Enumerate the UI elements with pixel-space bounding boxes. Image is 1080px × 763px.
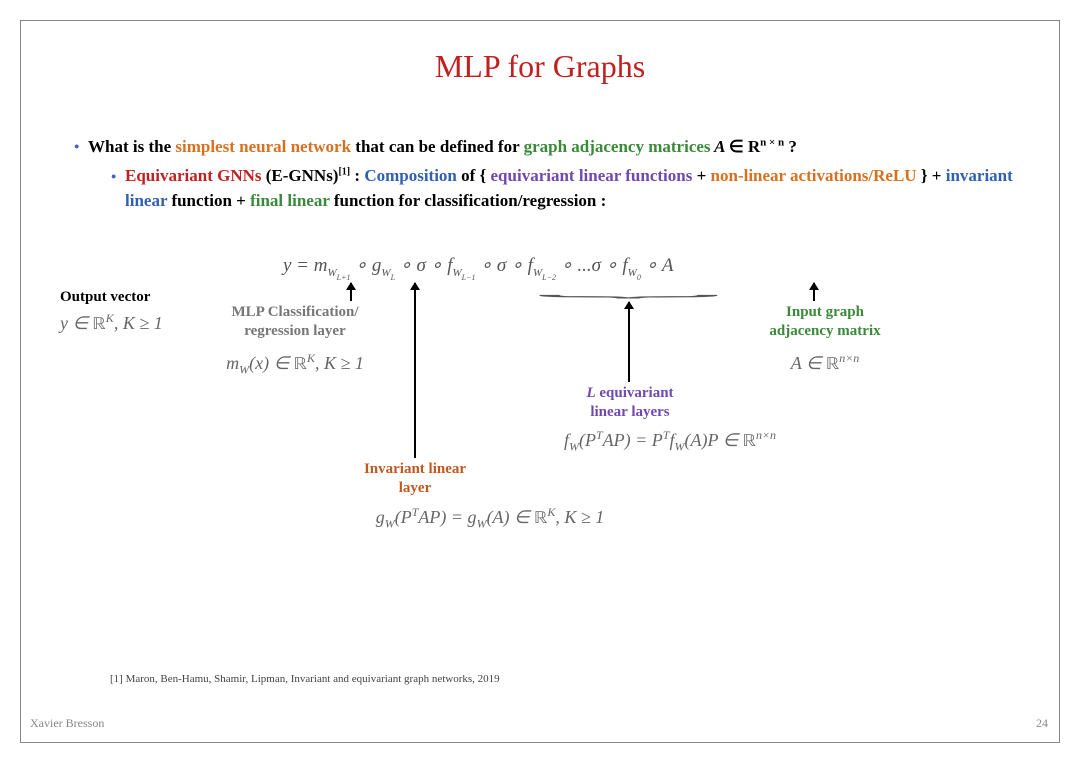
annot-invariant-eq-wrap: gW(PTAP) = gW(A) ∈ ℝK, K ≥ 1 [280,505,700,532]
brace-icon: ⏟ [536,280,721,298]
annot-equiv: L equivariant linear layers [540,384,720,422]
eq-sup: n×n [756,428,776,442]
eq-a: (A)P ∈ [684,430,742,450]
annot-mlp-l2: regression layer [205,322,385,341]
annot-output: Output vector y ∈ ℝK, K ≥ 1 [60,288,163,336]
b1-pre: What is the [88,137,175,156]
annot-equiv-eq: fW(PTAP) = PTfW(A)P ∈ ℝn×n [490,428,850,455]
inv-p1: (P [395,507,412,527]
equiv-l1t: equivariant [596,385,674,401]
eq-s1b: L+1 [337,273,351,282]
eq-y: y = m [283,255,327,276]
inv-W: W [385,517,395,531]
arrow-mlp [350,283,352,301]
annot-inv-l2: layer [315,479,515,498]
arrow-invariant [414,283,416,458]
eq-W2: W [674,440,684,454]
slide-frame [20,20,1060,743]
mlp-rest: , K ≥ 1 [315,353,364,373]
inv-ap: AP) = g [418,507,476,527]
b1-mid: that can be defined for [351,137,524,156]
annot-invariant: Invariant linear layer [315,460,515,498]
eq-s4: W [533,267,542,279]
slide-title: MLP for Graphs [0,48,1080,85]
annot-equiv-l1: L equivariant [540,384,720,403]
inv-a: (A) ∈ [487,507,535,527]
bullet-2: Equivariant GNNs (E-GNNs)[1] : Compositi… [125,164,1020,213]
arrow-equiv [628,302,630,382]
annot-input-eq: A ∈ ℝn×n [745,351,905,377]
arrow-input [813,283,815,301]
eq-p1: (P [579,430,596,450]
b2-plus1: + [692,166,710,185]
annot-input-l1: Input graph [745,303,905,322]
out-rest: , K ≥ 1 [114,313,163,333]
eq-s1: W [327,267,336,279]
b2-cite: [1] [338,166,350,177]
eq-s2: W [381,267,390,279]
eq-c5: ∘ A [641,255,674,276]
eq-s3: W [452,267,461,279]
b2-blue: Composition [364,166,457,185]
eq-c3: ∘ σ ∘ f [476,255,533,276]
out-y: y ∈ [60,313,93,333]
annot-input-l2: adjacency matrix [745,322,905,341]
out-sup: K [106,311,114,325]
annot-equiv-eq-wrap: fW(PTAP) = PTfW(A)P ∈ ℝn×n [490,428,850,455]
eq-T: T [596,428,603,442]
mlp-R: ℝ [294,356,307,374]
eq-ap: AP) = P [603,430,663,450]
eq-c4: ∘ ...σ ∘ f [556,255,628,276]
b2-green2: final linear [250,191,330,210]
annot-equiv-l2: linear layers [540,403,720,422]
b1-orange: simplest neural network [175,137,351,156]
mlp-m: m [226,353,239,373]
annot-output-eq: y ∈ ℝK, K ≥ 1 [60,311,163,337]
b2-orange: non-linear activations/ReLU [711,166,917,185]
b1-var: A [711,137,729,156]
footer-author: Xavier Bresson [30,716,104,731]
inv-R: ℝ [534,510,547,528]
annot-mlp: MLP Classification/ regression layer mW(… [205,303,385,377]
b2-of: of { [457,166,491,185]
equiv-L: L [586,385,595,401]
inv-rest: , K ≥ 1 [555,507,604,527]
inv-g: g [376,507,385,527]
out-R: ℝ [93,316,106,334]
eq-R: ℝ [743,433,756,451]
b2-red: Equivariant GNNs [125,166,262,185]
b1-green: graph adjacency matrices [524,137,711,156]
b2-rest: function for classification/regression : [330,191,607,210]
annot-inv-l1: Invariant linear [315,460,515,479]
annot-invariant-eq: gW(PTAP) = gW(A) ∈ ℝK, K ≥ 1 [280,505,700,532]
b2-colon: : [350,166,364,185]
b1-in: ∈ R [729,137,760,156]
eq-W: W [569,440,579,454]
b1-sup: n × n [760,136,784,148]
in-sup: n×n [839,351,859,365]
annot-mlp-eq: mW(x) ∈ ℝK, K ≥ 1 [205,351,385,378]
in-R: ℝ [826,356,839,374]
eq-c1: ∘ g [351,255,382,276]
footnote: [1] Maron, Ben-Hamu, Shamir, Lipman, Inv… [110,673,500,685]
mlp-W: W [239,362,249,376]
bullet-1: What is the simplest neural network that… [88,134,1040,160]
eq-c2: ∘ σ ∘ f [395,255,452,276]
eq-s3b: L−1 [462,273,476,282]
footer-page-number: 24 [1036,716,1048,731]
b2-func: function + [167,191,250,210]
in-A: A ∈ [791,353,826,373]
annot-mlp-l1: MLP Classification/ [205,303,385,322]
inv-W2: W [477,517,487,531]
b2-brace: } + [917,166,946,185]
mlp-x: (x) ∈ [249,353,294,373]
annot-input: Input graph adjacency matrix A ∈ ℝn×n [745,303,905,376]
eq-s5: W [628,267,637,279]
b2-after: (E-GNNs) [262,166,339,185]
annot-output-label: Output vector [60,288,163,307]
mlp-sup: K [307,351,315,365]
b2-purple: equivariant linear functions [491,166,693,185]
b1-q: ? [784,137,797,156]
